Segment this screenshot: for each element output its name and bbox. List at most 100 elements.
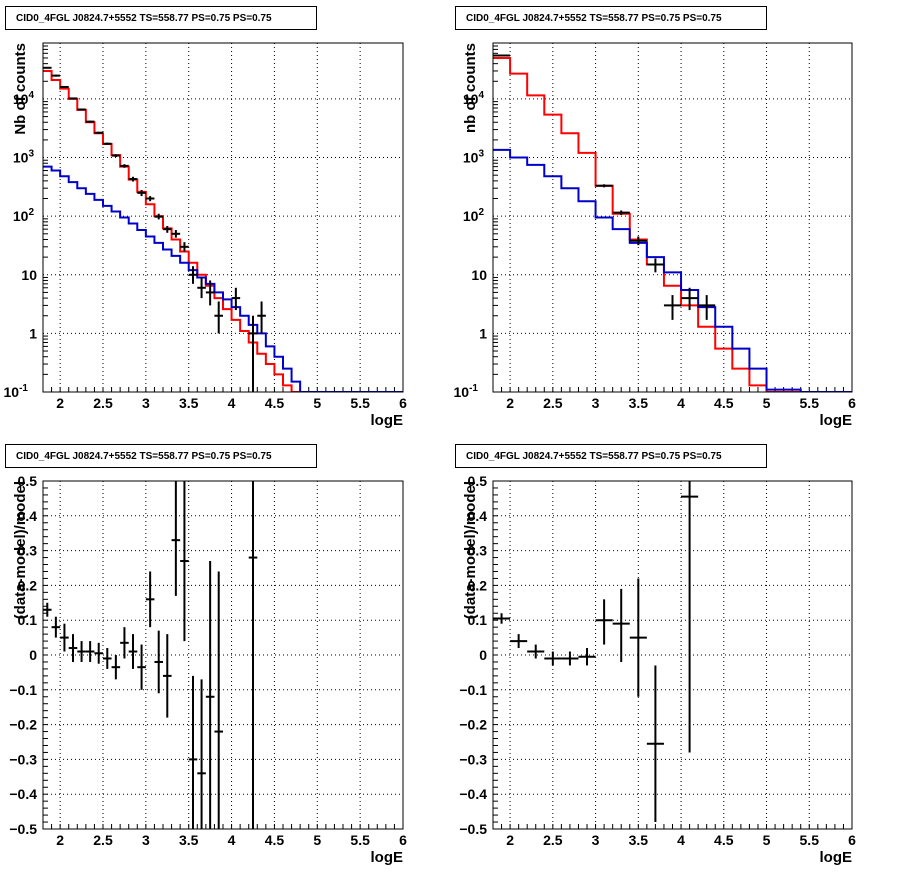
data-point <box>646 258 664 273</box>
y-tick-label: 0.3 <box>18 543 38 559</box>
y-axis-title: (data-model)/model <box>12 481 29 619</box>
data-point <box>698 295 716 320</box>
data-point <box>248 481 258 829</box>
data-point <box>214 571 223 829</box>
y-tick-label: 0.3 <box>468 543 488 559</box>
data-point <box>663 295 682 320</box>
x-tick-label: 4.5 <box>714 395 734 411</box>
x-tick-label: 5.5 <box>350 832 370 848</box>
data-point <box>154 213 163 220</box>
data-point <box>629 578 647 697</box>
data-point <box>248 315 258 392</box>
x-tick-label: 4.5 <box>265 395 285 411</box>
x-tick-label: 4.5 <box>714 832 734 848</box>
x-tick-label: 4 <box>677 832 685 848</box>
data-point <box>163 634 172 718</box>
y-tick-label: −0.5 <box>459 821 487 837</box>
x-tick-label: 2 <box>56 832 64 848</box>
data-point <box>544 651 562 666</box>
x-axis-title: logE <box>371 412 404 429</box>
y-tick-label: 10-1 <box>454 383 479 400</box>
data-point <box>68 634 78 662</box>
x-tick-label: 3.5 <box>179 395 199 411</box>
x-tick-label: 4.5 <box>265 832 285 848</box>
x-tick-label: 5.5 <box>800 395 820 411</box>
x-tick-label: 2.5 <box>543 395 563 411</box>
x-tick-label: 5 <box>313 395 321 411</box>
x-axis-title: logE <box>371 849 404 866</box>
x-tick-label: 2.5 <box>93 395 113 411</box>
data-point <box>120 627 129 659</box>
data-point <box>137 189 146 197</box>
x-tick-label: 3 <box>142 832 150 848</box>
x-tick-label: 5 <box>763 395 771 411</box>
x-tick-label: 3.5 <box>629 395 649 411</box>
data-point <box>103 142 112 145</box>
data-point <box>103 648 112 669</box>
data-point <box>128 176 138 182</box>
data-point <box>646 665 664 823</box>
x-tick-label: 5 <box>763 832 771 848</box>
data-point <box>128 634 138 669</box>
x-tick-label: 4 <box>228 395 236 411</box>
data-point <box>493 613 511 624</box>
data-point <box>77 108 86 111</box>
plot-frame <box>492 42 853 393</box>
data-point <box>43 602 52 617</box>
data-point <box>171 230 181 238</box>
data-point <box>145 571 155 628</box>
y-tick-label: 10 <box>21 267 37 283</box>
y-tick-label: −0.1 <box>459 682 487 698</box>
y-tick-label: 104 <box>13 90 35 107</box>
panel-title-bottom-left: CID0_4FGL J0824.7+5552 TS=558.77 PS=0.75… <box>5 444 317 468</box>
data-point <box>85 641 95 662</box>
x-axis-title: logE <box>820 849 853 866</box>
data-point <box>681 481 699 753</box>
data-point <box>68 97 78 100</box>
data-point <box>180 481 189 642</box>
data-point <box>257 301 266 334</box>
data-point <box>51 616 61 638</box>
x-tick-label: 6 <box>848 832 856 848</box>
data-point <box>145 196 155 202</box>
y-tick-label: 0.1 <box>468 612 488 628</box>
panel-bottom-left: 2 2.5 3 3.5 4 4.5 5 5.5 6 −0.5 −0.4 −0.3 −0.2 −0.1 0 0.… <box>9 473 407 866</box>
x-tick-label: 5 <box>313 832 321 848</box>
x-tick-label: 2 <box>506 395 514 411</box>
data-point <box>197 277 206 299</box>
x-tick-label: 6 <box>848 395 856 411</box>
data-point <box>85 120 95 123</box>
histogram-total_model <box>43 69 403 392</box>
y-tick-label: 1 <box>479 325 487 341</box>
data-point <box>180 242 189 252</box>
x-tick-label: 2 <box>56 395 64 411</box>
y-tick-label: −0.4 <box>459 786 487 802</box>
data-point <box>205 280 215 306</box>
data-point <box>77 641 86 662</box>
y-tick-label: 0.4 <box>18 508 38 524</box>
y-tick-label: 102 <box>463 207 485 224</box>
y-tick-label: 102 <box>13 207 35 224</box>
y-tick-label: 0.4 <box>468 508 488 524</box>
x-tick-label: 3 <box>592 395 600 411</box>
data-point <box>231 287 241 311</box>
x-axis-title: logE <box>820 412 853 429</box>
y-tick-label: 0.1 <box>18 612 38 628</box>
data-point <box>214 301 223 334</box>
data-point <box>111 154 121 158</box>
x-tick-label: 2.5 <box>93 832 113 848</box>
x-tick-label: 6 <box>399 832 407 848</box>
data-point <box>171 481 181 596</box>
x-tick-label: 5.5 <box>800 832 820 848</box>
x-tick-label: 2 <box>506 832 514 848</box>
data-point <box>205 561 215 829</box>
data-point <box>561 651 579 666</box>
y-tick-label: −0.3 <box>9 751 37 767</box>
x-tick-label: 3 <box>142 395 150 411</box>
histogram-total_model <box>493 56 852 392</box>
y-tick-label: 103 <box>463 149 485 166</box>
panel-title-top-left: CID0_4FGL J0824.7+5552 TS=558.77 PS=0.75… <box>5 6 317 30</box>
data-point <box>111 655 121 680</box>
panel-top-left: 2 2.5 3 3.5 4 4.5 5 5.5 6 10-1 1 10 102 103 104 logE Nb … <box>4 42 407 429</box>
data-point <box>681 287 699 311</box>
